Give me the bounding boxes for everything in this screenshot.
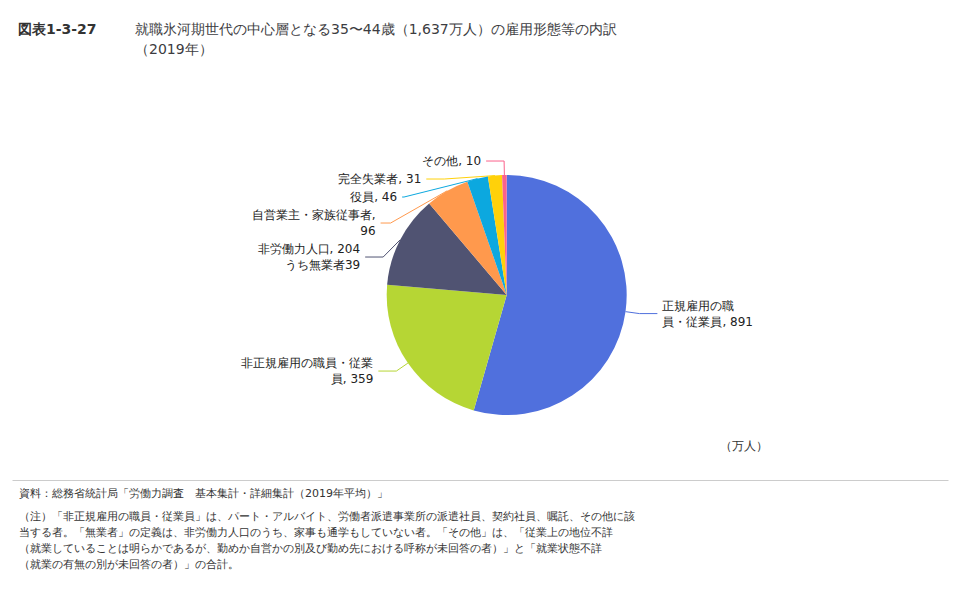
svg-text:完全失業者, 31: 完全失業者, 31 — [338, 172, 421, 186]
svg-text:非労働力人口, 204: 非労働力人口, 204 — [258, 242, 361, 256]
svg-text:（万人）: （万人） — [720, 439, 768, 453]
svg-text:就職氷河期世代の中心層となる35〜44歳（1,637万人）の: 就職氷河期世代の中心層となる35〜44歳（1,637万人）の雇用形態等の内訳 — [135, 21, 617, 37]
svg-text:正規雇用の職: 正規雇用の職 — [662, 299, 734, 313]
svg-text:資料：総務省統計局「労働力調査 基本集計・詳細集計（2019: 資料：総務省統計局「労働力調査 基本集計・詳細集計（2019年平均）」 — [19, 487, 388, 500]
svg-text:当する者。「無業者」の定義は、非労働力人口のうち、家事も通学: 当する者。「無業者」の定義は、非労働力人口のうち、家事も通学もしていない者。「そ… — [19, 526, 613, 539]
svg-text:図表1-3-27: 図表1-3-27 — [18, 21, 97, 37]
svg-text:自営業主・家族従事者,: 自営業主・家族従事者, — [252, 208, 376, 222]
svg-text:（就業の有無の別が未回答の者）」の合計。: （就業の有無の別が未回答の者）」の合計。 — [19, 558, 239, 571]
svg-text:（就業していることは明らかであるが、勤めか自営かの別及び勤め: （就業していることは明らかであるが、勤めか自営かの別及び勤め先における呼称が未回… — [19, 542, 602, 555]
svg-text:員・従業員, 891: 員・従業員, 891 — [662, 315, 753, 329]
svg-text:（注）「非正規雇用の職員・従業員」は、パート・アルバイト、労: （注）「非正規雇用の職員・従業員」は、パート・アルバイト、労働者派遣事業所の派遣… — [19, 510, 635, 523]
svg-text:役員, 46: 役員, 46 — [350, 190, 397, 204]
svg-text:96: 96 — [360, 224, 375, 238]
svg-text:その他, 10: その他, 10 — [422, 154, 481, 168]
svg-text:（2019年）: （2019年） — [135, 41, 213, 57]
svg-text:うち無業者39: うち無業者39 — [285, 258, 360, 272]
svg-text:非正規雇用の職員・従業: 非正規雇用の職員・従業 — [241, 356, 373, 370]
svg-text:員, 359: 員, 359 — [331, 372, 374, 386]
